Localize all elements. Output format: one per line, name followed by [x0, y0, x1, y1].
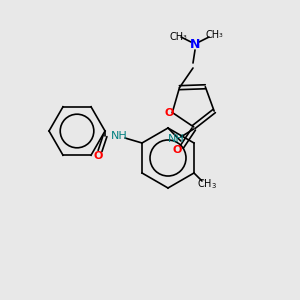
Text: N: N: [190, 38, 200, 52]
Text: O: O: [165, 107, 174, 118]
Text: NH: NH: [167, 134, 184, 144]
Text: $_3$: $_3$: [182, 32, 188, 41]
Text: CH: CH: [170, 32, 184, 42]
Text: $_3$: $_3$: [218, 31, 224, 40]
Text: CH$_3$: CH$_3$: [197, 177, 217, 191]
Text: CH: CH: [206, 30, 220, 40]
Text: NH: NH: [111, 131, 128, 141]
Text: O: O: [172, 145, 182, 155]
Text: O: O: [93, 151, 103, 161]
